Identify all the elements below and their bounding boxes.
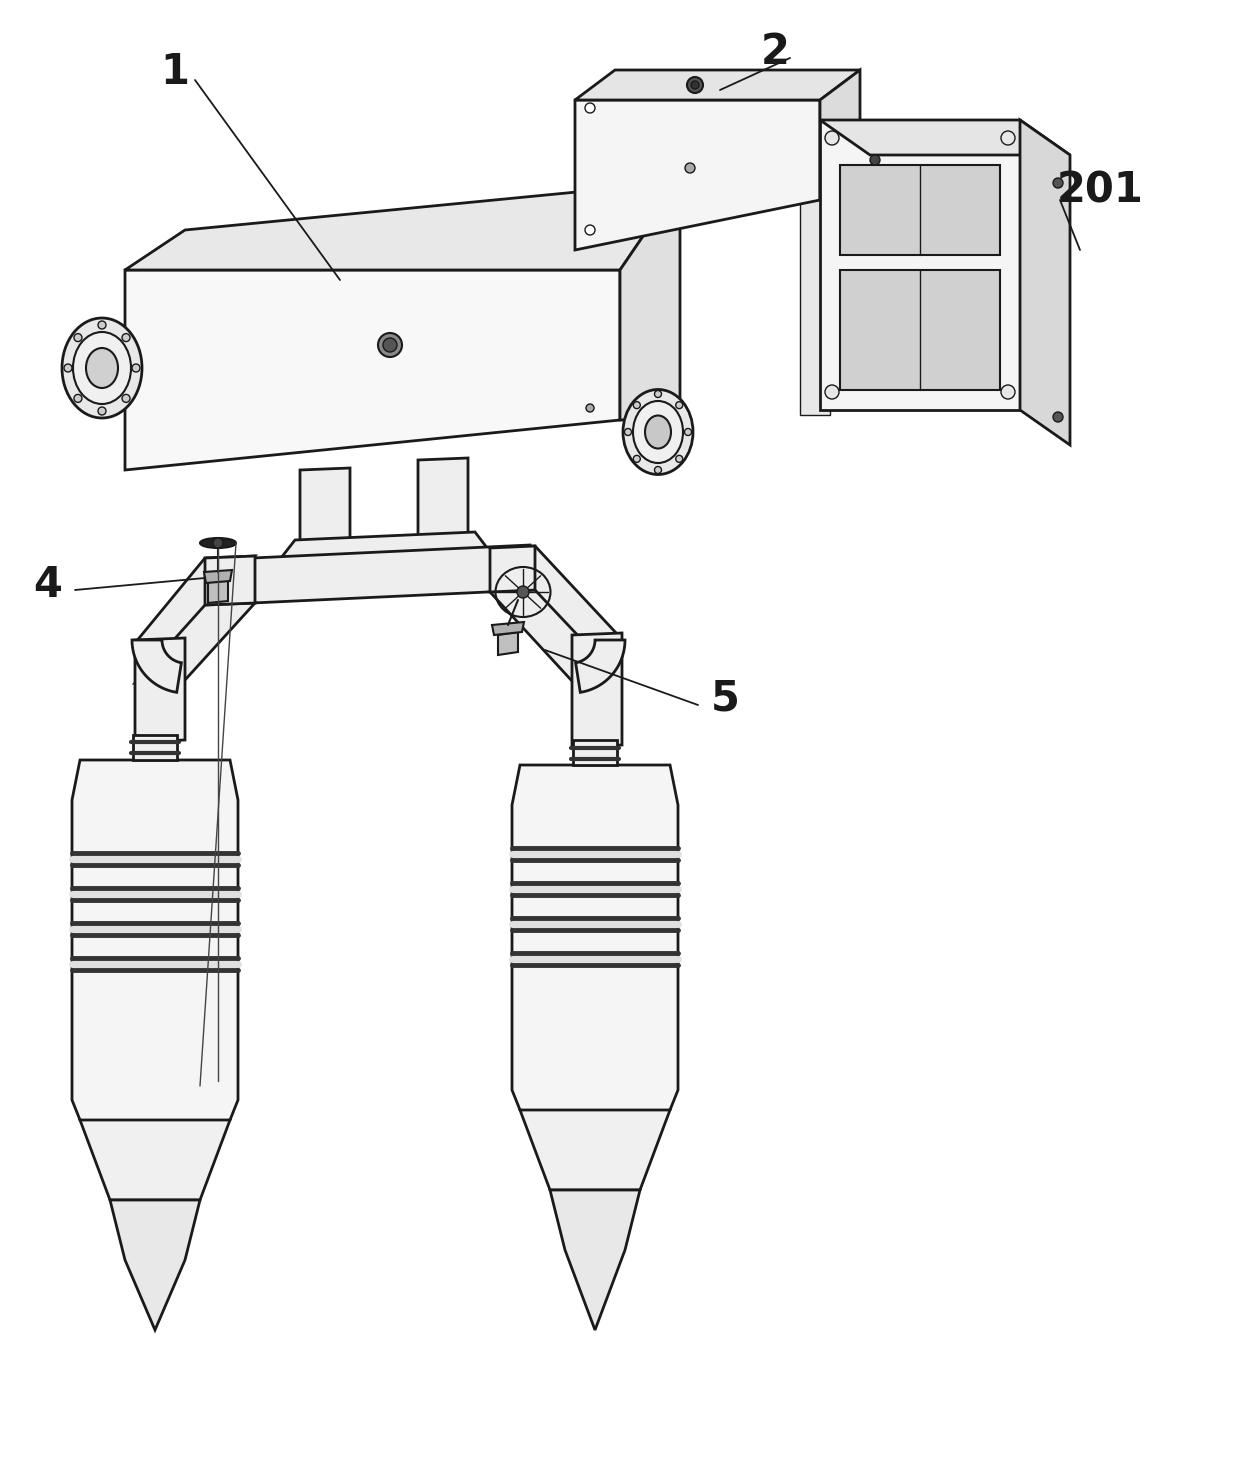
Circle shape <box>74 395 82 402</box>
Polygon shape <box>81 1120 229 1200</box>
Polygon shape <box>573 740 618 766</box>
Circle shape <box>870 155 880 166</box>
Circle shape <box>634 455 640 463</box>
Polygon shape <box>133 735 177 760</box>
Text: 5: 5 <box>711 677 739 718</box>
Polygon shape <box>490 545 534 593</box>
Polygon shape <box>270 532 500 572</box>
Polygon shape <box>575 101 820 250</box>
Circle shape <box>98 406 105 415</box>
Polygon shape <box>820 120 1021 409</box>
Circle shape <box>825 132 839 145</box>
Polygon shape <box>110 1200 200 1330</box>
Polygon shape <box>205 571 232 582</box>
Polygon shape <box>490 545 618 638</box>
Polygon shape <box>208 579 228 603</box>
Circle shape <box>585 103 595 112</box>
Circle shape <box>655 467 661 473</box>
Polygon shape <box>210 545 529 605</box>
Polygon shape <box>135 556 255 643</box>
Polygon shape <box>418 458 467 537</box>
Circle shape <box>378 333 402 358</box>
Polygon shape <box>839 270 999 390</box>
Polygon shape <box>131 640 181 692</box>
Polygon shape <box>575 640 625 692</box>
Circle shape <box>625 429 631 436</box>
Circle shape <box>131 364 140 372</box>
Ellipse shape <box>86 347 118 389</box>
Circle shape <box>98 321 105 330</box>
Circle shape <box>213 538 223 548</box>
Ellipse shape <box>200 538 236 548</box>
Circle shape <box>122 395 130 402</box>
Polygon shape <box>498 633 518 655</box>
Circle shape <box>587 403 594 412</box>
Text: 201: 201 <box>1056 168 1143 211</box>
Polygon shape <box>135 603 255 683</box>
Polygon shape <box>551 1190 640 1330</box>
Circle shape <box>684 429 692 436</box>
Ellipse shape <box>622 390 693 474</box>
Text: 1: 1 <box>160 52 190 93</box>
Circle shape <box>825 384 839 399</box>
Polygon shape <box>125 182 680 270</box>
Polygon shape <box>300 469 350 547</box>
Text: 2: 2 <box>760 31 790 72</box>
Circle shape <box>655 390 661 398</box>
Ellipse shape <box>73 333 131 403</box>
Circle shape <box>74 334 82 341</box>
Polygon shape <box>135 638 185 742</box>
Polygon shape <box>72 760 238 1135</box>
Text: 4: 4 <box>33 565 62 606</box>
Circle shape <box>676 455 683 463</box>
Circle shape <box>1053 177 1063 188</box>
Polygon shape <box>1021 120 1070 445</box>
Circle shape <box>684 163 694 173</box>
Ellipse shape <box>62 318 143 418</box>
Circle shape <box>64 364 72 372</box>
Circle shape <box>1053 412 1063 423</box>
Circle shape <box>1001 384 1016 399</box>
Circle shape <box>634 402 640 408</box>
Polygon shape <box>125 270 620 470</box>
Polygon shape <box>820 69 861 200</box>
Polygon shape <box>512 766 678 1125</box>
Polygon shape <box>820 120 1070 155</box>
Polygon shape <box>520 1110 670 1190</box>
Polygon shape <box>490 590 618 681</box>
Polygon shape <box>205 556 255 605</box>
Polygon shape <box>839 166 999 256</box>
Polygon shape <box>492 622 525 636</box>
Circle shape <box>691 81 699 89</box>
Circle shape <box>687 77 703 93</box>
Circle shape <box>1001 132 1016 145</box>
Polygon shape <box>575 69 861 101</box>
Ellipse shape <box>632 401 683 463</box>
Circle shape <box>585 225 595 235</box>
Ellipse shape <box>645 415 671 448</box>
Polygon shape <box>800 134 830 415</box>
Polygon shape <box>620 182 680 420</box>
Polygon shape <box>572 633 622 746</box>
Circle shape <box>676 402 683 408</box>
Circle shape <box>122 334 130 341</box>
Circle shape <box>383 338 397 352</box>
Circle shape <box>517 585 529 599</box>
